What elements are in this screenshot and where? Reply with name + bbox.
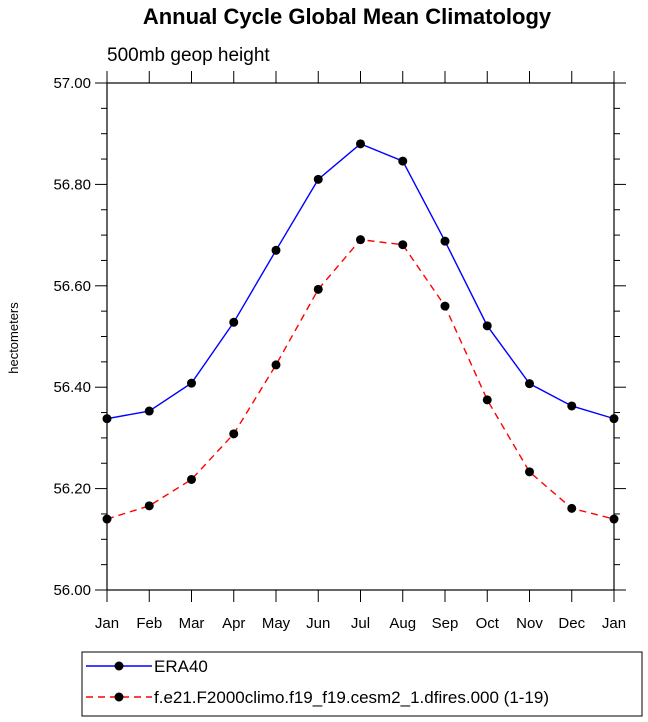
x-tick-label: Aug (389, 615, 416, 632)
y-tick-label: 56.80 (53, 176, 91, 193)
data-point-series-1 (102, 514, 112, 524)
legend-box (81, 651, 643, 717)
y-tick-label: 56.20 (53, 481, 91, 498)
x-tick-label: Jan (95, 615, 119, 632)
legend-marker-model (114, 692, 124, 702)
series-line-1 (106, 238, 615, 520)
y-tick-label: 57.00 (53, 75, 91, 92)
data-point-series-0 (356, 139, 365, 149)
series-line-0 (106, 143, 615, 420)
plot-area: 56.00 56.20 56.40 56.60 56.80 57.00 Jan Feb Mar A… (53, 71, 626, 632)
data-point-series-1 (525, 467, 534, 477)
data-point-series-1 (567, 503, 577, 513)
axis-ticks: 56.00 56.20 56.40 56.60 56.80 57.00 Jan Feb Mar A… (53, 71, 626, 632)
x-tick-label: May (262, 615, 291, 632)
data-point-series-0 (482, 321, 492, 331)
x-tick-label: Sep (432, 615, 459, 632)
chart-subtitle: 500mb geop height (107, 45, 270, 66)
data-point-series-0 (609, 414, 619, 424)
x-tick-label: Jan (602, 615, 626, 632)
x-tick-label: Oct (476, 615, 500, 632)
data-point-series-1 (482, 395, 492, 405)
y-tick-label: 56.40 (53, 379, 91, 396)
data-point-series-1 (440, 301, 450, 311)
y-tick-label: 56.60 (53, 278, 91, 295)
data-point-series-0 (567, 401, 577, 411)
data-point-series-0 (398, 156, 408, 166)
data-point-series-1 (398, 240, 408, 250)
data-point-series-1 (187, 474, 196, 484)
y-axis-label: hectometers (6, 302, 21, 374)
x-tick-label: Jul (351, 615, 370, 632)
legend: ERA40 f.e21.F2000climo.f19_f19.cesm2_1.d… (81, 651, 643, 717)
data-point-series-1 (144, 501, 154, 511)
x-tick-label: Feb (136, 615, 162, 632)
data-point-series-0 (271, 245, 281, 255)
data-point-series-0 (229, 317, 239, 327)
data-point-series-1 (356, 235, 365, 245)
legend-marker-era40 (114, 661, 124, 671)
x-tick-label: Apr (222, 615, 245, 632)
data-point-series-1 (271, 360, 281, 370)
data-point-series-0 (525, 379, 534, 389)
x-tick-label: Dec (558, 615, 585, 632)
data-point-series-0 (144, 406, 154, 416)
data-point-series-0 (313, 174, 323, 184)
legend-label-model: f.e21.F2000climo.f19_f19.cesm2_1.dfires.… (154, 688, 549, 707)
legend-label-era40: ERA40 (154, 657, 208, 676)
x-tick-label: Nov (516, 615, 543, 632)
x-tick-label: Mar (179, 615, 205, 632)
data-point-series-0 (187, 378, 196, 388)
data-point-series-1 (229, 429, 239, 439)
data-point-series-1 (313, 284, 323, 294)
data-point-series-0 (102, 414, 112, 424)
data-point-series-0 (440, 236, 450, 246)
x-tick-label: Jun (306, 615, 330, 632)
chart-title: Annual Cycle Global Mean Climatology (143, 4, 552, 29)
data-point-series-1 (609, 514, 619, 524)
plot-frame (106, 82, 615, 591)
series-layer (102, 139, 619, 524)
y-tick-label: 56.00 (53, 582, 91, 599)
